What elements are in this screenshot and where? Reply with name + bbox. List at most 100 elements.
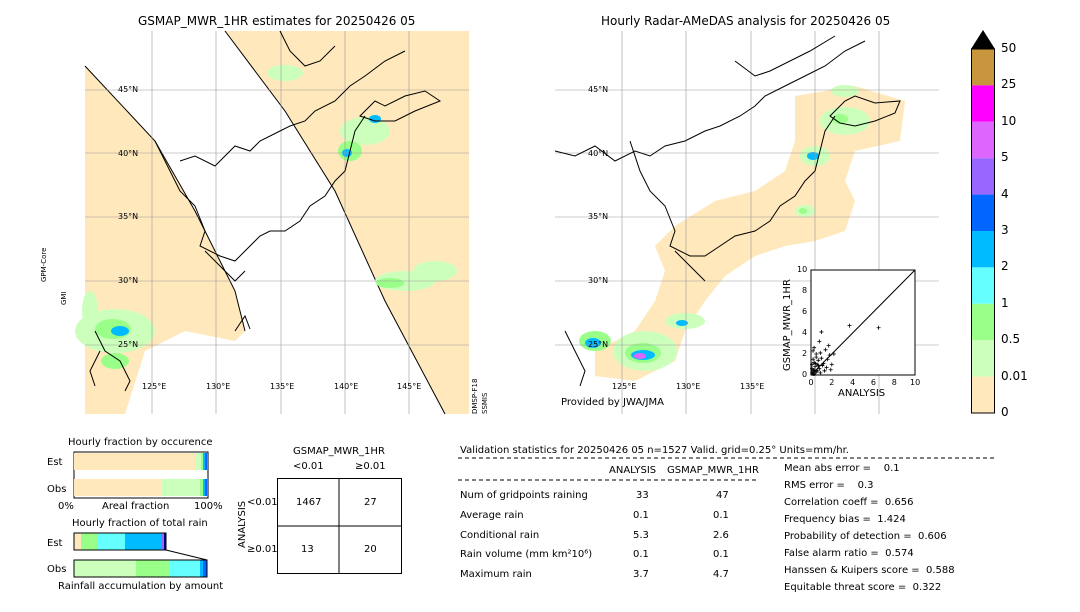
colorbar-label: 4	[1001, 186, 1009, 201]
scatter-point	[818, 370, 823, 375]
colorbar-segment	[971, 376, 995, 413]
colorbar-segment	[971, 231, 995, 268]
scatter-point	[811, 348, 816, 353]
scatter-ytick: 8	[802, 286, 808, 295]
right-lat-45: 45°N	[588, 85, 609, 94]
left-lon-145: 145°E	[397, 382, 422, 391]
validation-row-gsmap: 2.6	[713, 530, 729, 541]
scatter-xtick: 6	[870, 378, 876, 387]
scatter-point	[876, 325, 881, 330]
left-lon-130: 130°E	[206, 382, 231, 391]
scatter-xtick: 2	[829, 378, 835, 387]
contingency-row-0: <0.01	[247, 497, 278, 508]
validation-dash-top	[458, 457, 996, 459]
colorbar-segment	[971, 340, 995, 377]
validation-row-analysis: 0.1	[633, 510, 649, 521]
scatter-point	[847, 323, 852, 328]
occurrence-title: Hourly fraction by occurence	[68, 437, 213, 448]
scatter-point	[812, 345, 817, 350]
right-map	[554, 31, 939, 414]
score-hk: Hanssen & Kuipers score = 0.588	[784, 565, 955, 576]
left-lon-135: 135°E	[270, 382, 295, 391]
total-x-label: Rainfall accumulation by amount	[58, 581, 224, 592]
scatter-xtick: 0	[808, 378, 814, 387]
scatter-point	[816, 363, 821, 368]
validation-row-gsmap: 47	[716, 490, 729, 501]
validation-row-analysis: 33	[636, 490, 649, 501]
scatter-point	[813, 369, 818, 374]
scatter-xtick: 8	[891, 378, 897, 387]
colorbar-segment	[971, 303, 995, 341]
left-swath-east	[225, 31, 469, 414]
right-lon-125: 125°E	[612, 382, 637, 391]
contingency-row-1: ≥0.01	[247, 544, 278, 555]
contingency-cell-10: 13	[301, 544, 314, 555]
contingency-title: GSMAP_MWR_1HR	[293, 446, 385, 457]
validation-row-analysis: 3.7	[633, 569, 649, 580]
colorbar-segment	[971, 85, 995, 122]
scatter-ytick: 2	[802, 349, 808, 358]
colorbar-label: 25	[1001, 77, 1017, 92]
contingency-grid	[277, 478, 402, 574]
scatter-point	[826, 343, 831, 348]
occurrence-x-right: 100%	[194, 501, 223, 512]
colorbar-segment	[971, 49, 995, 86]
scatter-ylabel: GSMAP_MWR_1HR	[782, 279, 793, 371]
colorbar-label: 10	[1001, 113, 1017, 128]
validation-row-label: Average rain	[460, 510, 524, 521]
scatter-ytick: 10	[797, 265, 808, 274]
validation-row-gsmap: 4.7	[713, 569, 729, 580]
scatter-point	[824, 365, 829, 370]
scatter-ytick: 6	[802, 307, 808, 316]
score-ets: Equitable threat score = 0.322	[784, 582, 942, 593]
scatter-point	[821, 361, 826, 366]
validation-row-label: Maximum rain	[460, 569, 532, 580]
obs-bar	[74, 479, 207, 496]
left-lat-45: 45°N	[118, 85, 139, 94]
scatter-ytick: 0	[802, 370, 808, 379]
validation-row-analysis: 0.1	[633, 549, 649, 560]
colorbar-segment	[971, 158, 995, 195]
left-side-label-2: GMI	[60, 291, 68, 305]
contingency-cell-11: 20	[364, 544, 377, 555]
scatter-point	[816, 358, 821, 363]
validation-row-analysis: 5.3	[633, 530, 649, 541]
score-bias: Frequency bias = 1.424	[784, 514, 906, 525]
right-side-label-2: SSMIS	[481, 392, 489, 414]
scatter-point	[823, 347, 828, 352]
scatter-point	[811, 368, 816, 373]
colorbar-segment	[971, 267, 995, 304]
contingency-col-1: ≥0.01	[355, 461, 386, 472]
scatter-point	[827, 353, 832, 358]
validation-col-gsmap: GSMAP_MWR_1HR	[667, 465, 759, 476]
scatter-plot	[810, 269, 916, 376]
est-total-bar	[73, 532, 167, 551]
total-est-label: Est	[47, 538, 63, 549]
scatter-point	[828, 367, 833, 372]
colorbar-label: 3	[1001, 223, 1009, 237]
scatter-point	[817, 366, 822, 371]
scatter-point	[817, 339, 822, 344]
validation-header: Validation statistics for 20250426 05 n=…	[460, 445, 849, 456]
left-lon-140: 140°E	[334, 382, 359, 391]
right-map-title: Hourly Radar-AMeDAS analysis for 2025042…	[601, 14, 891, 28]
score-mae: Mean abs error = 0.1	[784, 463, 900, 474]
occurrence-est-label: Est	[47, 457, 63, 468]
colorbar-label: 5	[1001, 150, 1009, 165]
validation-row-label: Num of gridpoints raining	[460, 490, 588, 501]
est-bar	[74, 453, 207, 470]
scatter-point	[811, 357, 816, 362]
scatter-point	[829, 362, 834, 367]
obs-total-bar	[73, 559, 208, 578]
left-map	[75, 30, 469, 415]
left-lat-25: 25°N	[118, 340, 139, 349]
right-lat-35: 35°N	[588, 212, 609, 221]
total-title: Hourly fraction of total rain	[72, 518, 208, 529]
scatter-point	[831, 352, 836, 356]
left-lat-35: 35°N	[118, 212, 139, 221]
colorbar-segment	[971, 121, 995, 159]
colorbar	[971, 30, 995, 414]
colorbar-label: 50	[1001, 41, 1017, 55]
contingency-cell-01: 27	[364, 497, 377, 508]
map-credit: Provided by JWA/JMA	[561, 397, 664, 408]
